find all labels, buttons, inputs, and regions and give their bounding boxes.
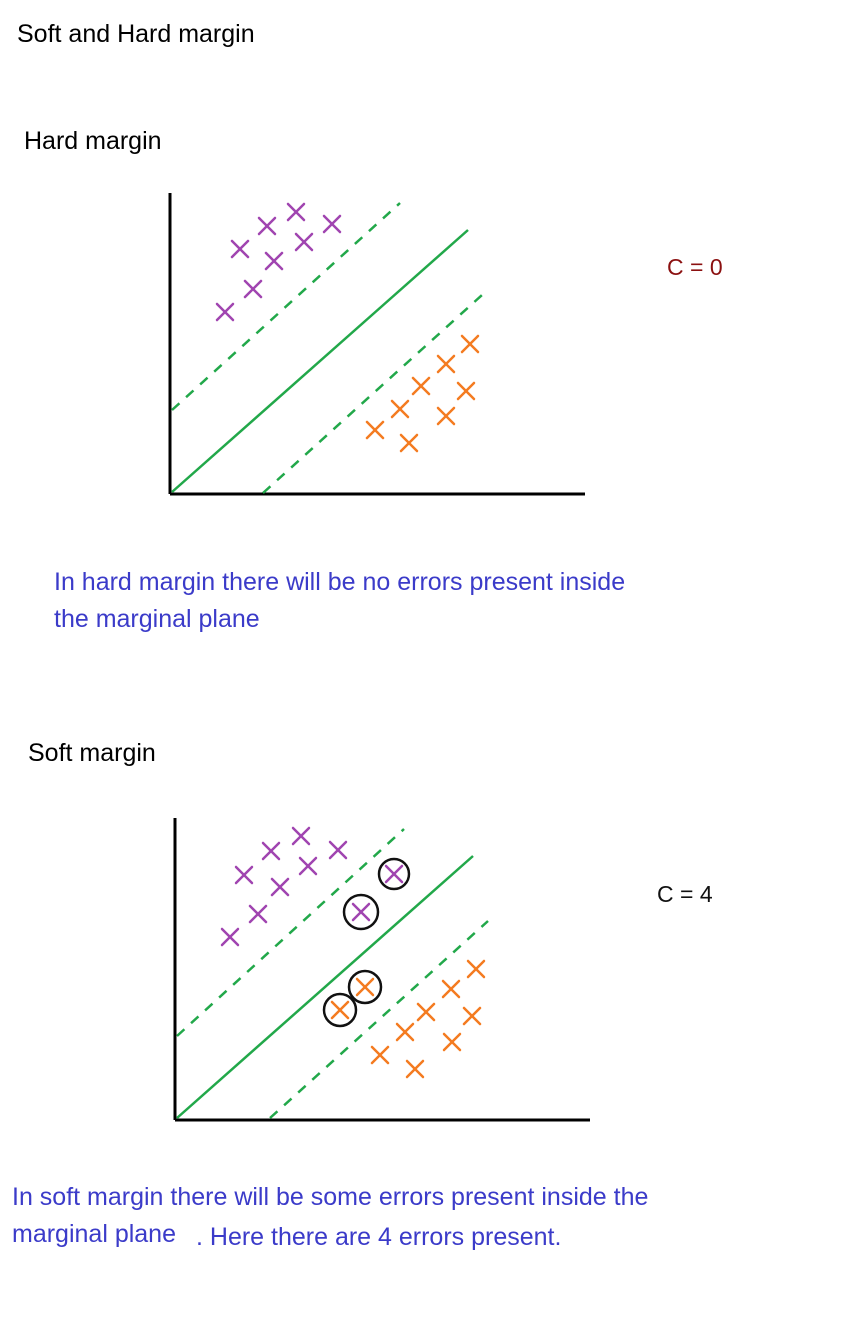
orange-x-marker [444, 1034, 460, 1050]
purple-error-x-marker [386, 866, 402, 882]
purple-x-marker [250, 906, 266, 922]
orange-x-marker [443, 981, 459, 997]
purple-x-marker [330, 842, 346, 858]
orange-x-marker [418, 1004, 434, 1020]
orange-error-x-marker [332, 1002, 348, 1018]
purple-x-marker [300, 858, 316, 874]
soft-error-circles [324, 859, 409, 1026]
soft-margin-note-line2b: . Here there are 4 errors present. [196, 1219, 561, 1256]
purple-x-marker [236, 867, 252, 883]
soft-upper-margin [177, 829, 404, 1036]
soft-margin-note-line1: In soft margin there will be some errors… [12, 1179, 648, 1216]
purple-x-marker [263, 843, 279, 859]
soft-hyperplane [177, 856, 473, 1118]
soft-margin-note-line2a: marginal plane [12, 1216, 176, 1253]
orange-x-marker [397, 1024, 413, 1040]
orange-x-marker [464, 1008, 480, 1024]
purple-x-marker [222, 929, 238, 945]
purple-x-marker [293, 828, 309, 844]
orange-x-marker [468, 961, 484, 977]
purple-x-marker [272, 879, 288, 895]
soft-orange-points [332, 961, 484, 1077]
orange-x-marker [407, 1061, 423, 1077]
soft-purple-points [222, 828, 402, 945]
soft-lower-margin [270, 921, 488, 1118]
orange-error-x-marker [357, 979, 373, 995]
orange-x-marker [372, 1047, 388, 1063]
purple-error-x-marker [353, 904, 369, 920]
